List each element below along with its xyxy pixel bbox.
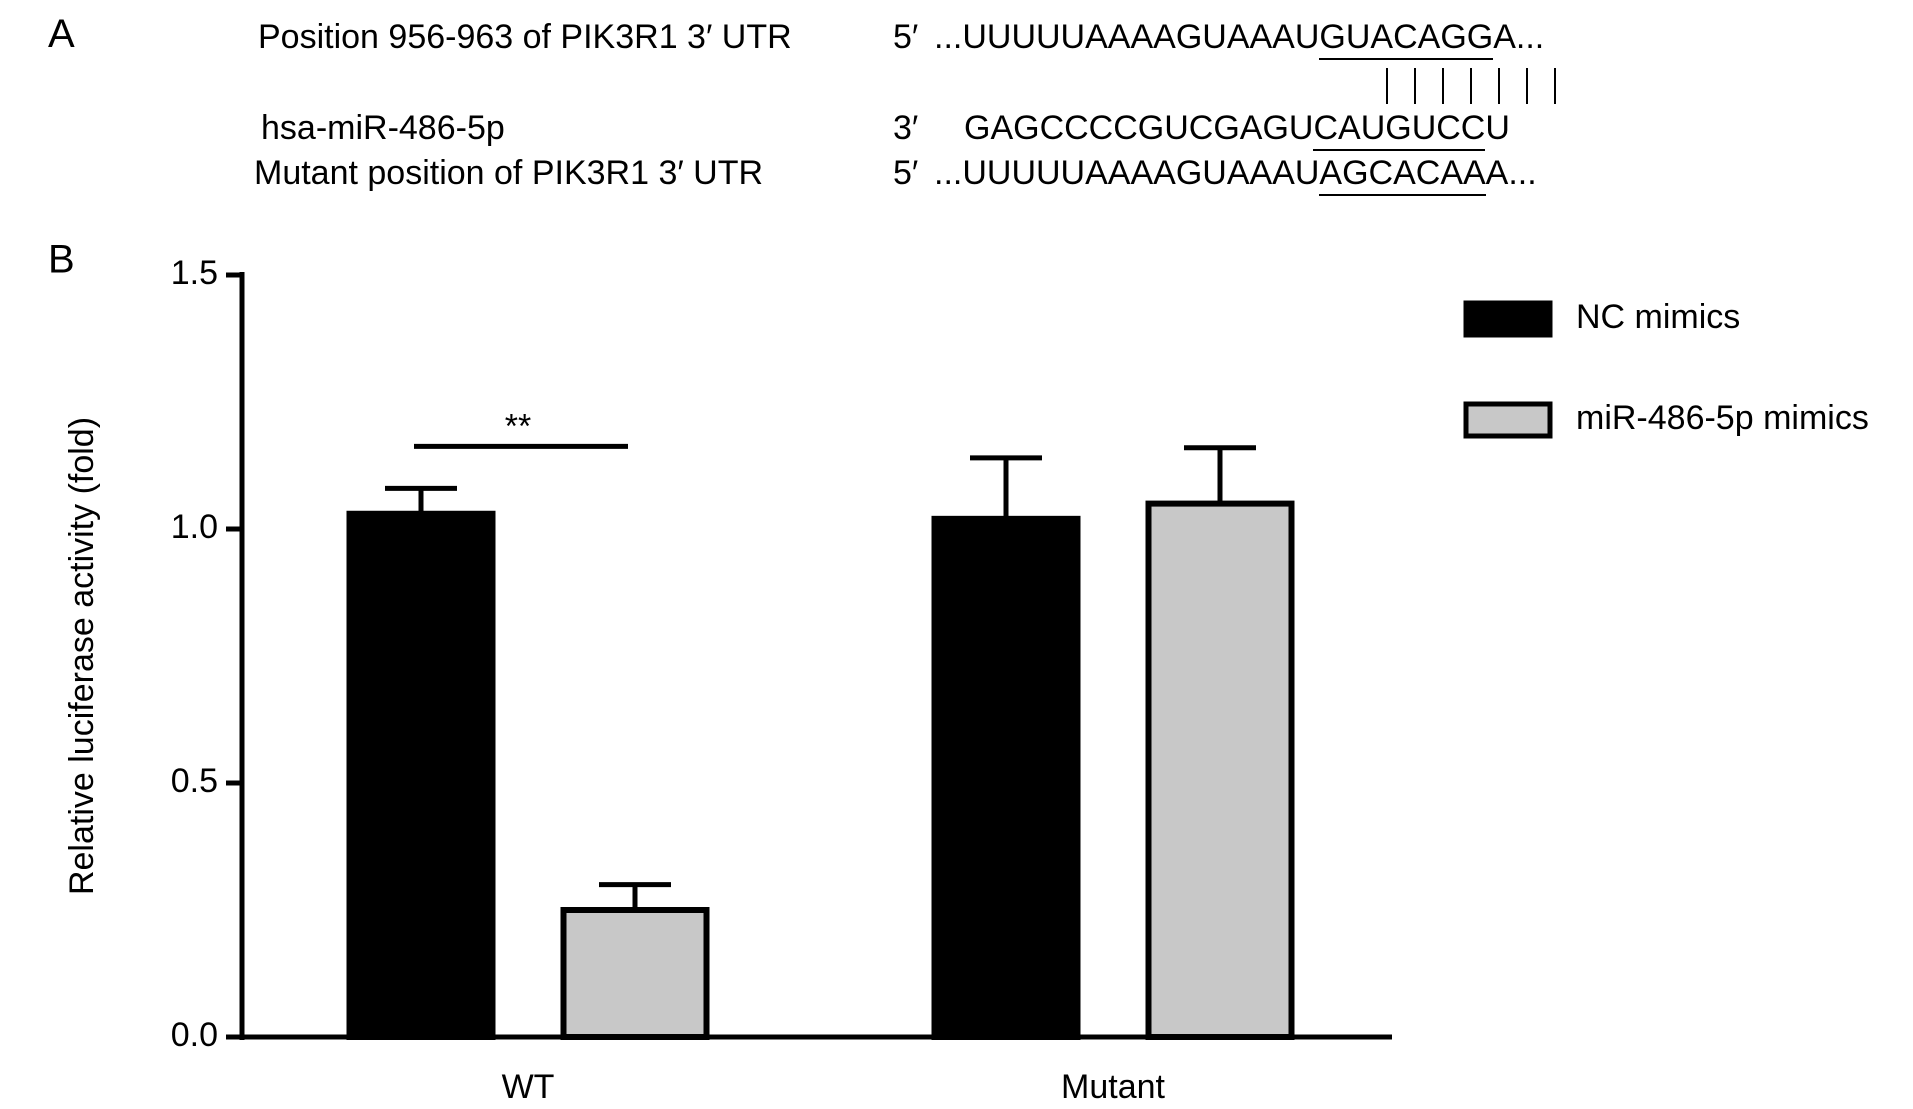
y-tick-label: 1.5 xyxy=(171,254,218,292)
sequence: ...UUUUUAAAAGUAAAUGUACAGGA... xyxy=(934,18,1545,60)
seq-after: A... xyxy=(1485,154,1537,192)
legend-label: miR-486-5p mimics xyxy=(1576,399,1869,437)
seq-after: U xyxy=(1485,109,1510,147)
sequence: ...UUUUUAAAAGUAAAUAGCACAAA... xyxy=(934,154,1537,196)
legend-swatch xyxy=(1463,300,1553,338)
sequence: GAGCCCCGUCGAGUCAUGUCCU xyxy=(964,109,1510,151)
seq-before: GAGCCCCGUCGAGU xyxy=(964,109,1314,147)
row-end: 3′ xyxy=(893,109,919,147)
seq-before: ...UUUUUAAAAGUAAAU xyxy=(934,154,1320,192)
y-axis-label: Relative luciferase activity (fold) xyxy=(63,417,101,895)
row-name: Mutant position of PIK3R1 3′ UTR xyxy=(254,154,764,192)
panel-label: B xyxy=(48,238,75,282)
y-tick-label: 0.5 xyxy=(171,762,218,800)
x-tick-label: Mutant xyxy=(1061,1068,1165,1106)
seq-site: AGCACAA xyxy=(1319,154,1486,196)
bar xyxy=(346,510,496,1040)
seq-site: GUACAGG xyxy=(1319,18,1494,60)
y-tick-label: 0.0 xyxy=(171,1016,218,1054)
row-name: hsa-miR-486-5p xyxy=(261,109,505,147)
seq-after: A... xyxy=(1493,18,1545,56)
significance-label: ** xyxy=(505,407,531,445)
legend-swatch xyxy=(1463,401,1553,439)
panel-label: A xyxy=(48,12,75,56)
legend-label: NC mimics xyxy=(1576,298,1740,336)
bar xyxy=(560,907,710,1040)
y-tick-label: 1.0 xyxy=(171,508,218,546)
row-end: 5′ xyxy=(893,18,919,56)
seq-before: ...UUUUUAAAAGUAAAU xyxy=(934,18,1320,56)
pairing-lines xyxy=(1386,68,1556,104)
row-end: 5′ xyxy=(893,154,919,192)
x-tick-label: WT xyxy=(502,1068,555,1106)
bar xyxy=(1145,500,1295,1041)
bar xyxy=(931,515,1081,1040)
row-name: Position 956-963 of PIK3R1 3′ UTR xyxy=(258,18,792,56)
seq-site: CAUGUCC xyxy=(1313,109,1486,151)
